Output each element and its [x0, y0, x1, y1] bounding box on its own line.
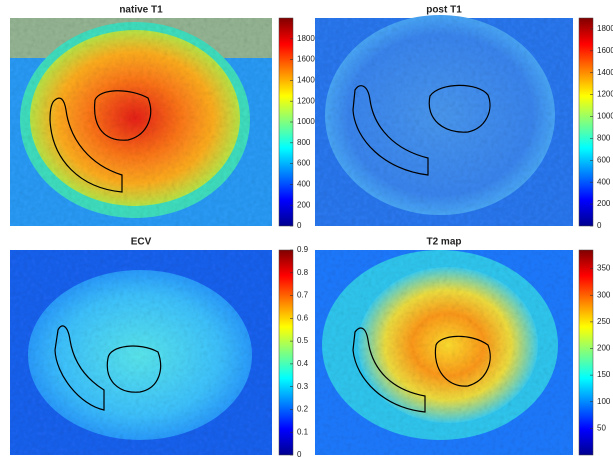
colorbar-tick-label: 0.7 — [297, 291, 309, 300]
colorbar-tick-label: 1800 — [297, 34, 315, 43]
figure: native T10200400600800100012001400160018… — [0, 0, 613, 458]
panel-title: native T1 — [119, 5, 163, 16]
colorbar-tick-label: 200 — [597, 344, 611, 353]
colorbar-tick-label: 0 — [597, 221, 602, 230]
colorbar-tick-label: 0.8 — [297, 268, 309, 277]
colorbar-tick-label: 1600 — [297, 55, 315, 64]
colorbar-tick-label: 0.6 — [297, 313, 309, 322]
colorbar-tick-label: 100 — [597, 397, 611, 406]
colorbar-tick-label: 0.4 — [297, 359, 309, 368]
colorbar-tick-label: 250 — [597, 317, 611, 326]
colorbar-tick-label: 200 — [597, 199, 611, 208]
colorbar-tick-label: 150 — [597, 370, 611, 379]
colorbar-tick-label: 350 — [597, 264, 611, 273]
colorbar-tick-label: 50 — [597, 423, 606, 432]
colorbar-tick-label: 1200 — [297, 96, 315, 105]
image-ecv — [10, 250, 272, 455]
image-native-t1 — [10, 18, 272, 226]
colorbar-tick-label: 1400 — [597, 68, 613, 77]
colorbar-tick-label: 0.9 — [297, 245, 309, 254]
colorbar-tick-label: 0.1 — [297, 427, 309, 436]
colorbar-tick-label: 400 — [297, 180, 311, 189]
colorbar-tick-label: 0 — [297, 221, 302, 230]
colorbar-tick-label: 400 — [597, 177, 611, 186]
colorbar — [579, 250, 593, 455]
colorbar-tick-label: 1000 — [297, 117, 315, 126]
colorbar-tick-label: 1600 — [597, 46, 613, 55]
panel-title: post T1 — [426, 5, 462, 16]
colorbar-tick-label: 800 — [297, 138, 311, 147]
colorbar-tick-label: 600 — [297, 159, 311, 168]
colorbar — [279, 250, 293, 455]
colorbar-tick-label: 1000 — [597, 112, 613, 121]
colorbar-tick-label: 1200 — [597, 90, 613, 99]
colorbar-tick-label: 0.3 — [297, 382, 309, 391]
image-post-t1 — [315, 15, 573, 226]
colorbar-tick-label: 1800 — [597, 24, 613, 33]
colorbar-tick-label: 300 — [597, 290, 611, 299]
colorbar-tick-label: 0.2 — [297, 405, 309, 414]
colorbar-tick-label: 600 — [597, 155, 611, 164]
colorbar-tick-label: 1400 — [297, 76, 315, 85]
colorbar-tick-label: 0 — [297, 450, 302, 458]
panel-title: ECV — [131, 237, 152, 248]
colorbar — [579, 18, 593, 226]
colorbar-tick-label: 0.5 — [297, 336, 309, 345]
colorbar-tick-label: 800 — [597, 134, 611, 143]
panel-title: T2 map — [426, 237, 461, 248]
colorbar-tick-label: 200 — [297, 200, 311, 209]
